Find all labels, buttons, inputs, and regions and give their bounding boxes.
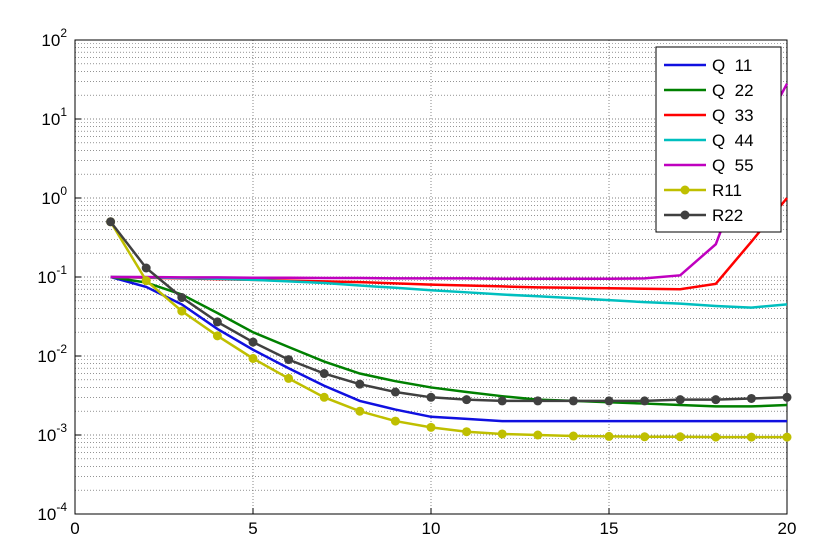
marker (462, 427, 472, 437)
marker (533, 430, 543, 440)
axes-box (74, 39, 788, 515)
x-tick-label: 10 (422, 519, 441, 538)
x-tick-label: 20 (778, 519, 797, 538)
marker (604, 431, 614, 441)
marker (390, 416, 400, 426)
marker (497, 396, 507, 406)
base: 10 (37, 268, 56, 287)
marker (640, 432, 650, 442)
series-line (110, 275, 787, 423)
marker (106, 217, 116, 227)
marker (319, 369, 329, 379)
marker (355, 406, 365, 416)
marker (212, 331, 222, 341)
marker (141, 276, 151, 286)
marker (675, 395, 685, 405)
y-tick-label: 10-1 (37, 263, 67, 287)
marker (782, 432, 792, 442)
marker (675, 432, 685, 442)
marker (746, 393, 756, 403)
marker (284, 373, 294, 383)
marker (711, 395, 721, 405)
marker (248, 353, 258, 363)
base: 10 (37, 347, 56, 366)
exponent: 1 (60, 105, 67, 119)
exponent: -3 (56, 421, 67, 435)
marker (746, 432, 756, 442)
y-tick-label: 101 (41, 105, 67, 129)
base: 10 (41, 31, 60, 50)
marker (497, 429, 507, 439)
marker (568, 431, 578, 441)
marker (177, 306, 187, 316)
legend-marker (680, 185, 690, 195)
exponent: 2 (60, 26, 67, 40)
x-tick-label: 0 (70, 519, 79, 538)
series-line (109, 221, 787, 439)
y-tick-label: 10-2 (37, 342, 67, 366)
legend-label: R22 (712, 206, 743, 225)
legend-label: Q 22 (712, 81, 754, 100)
y-tick-label: 10-4 (37, 500, 67, 524)
legend-label: R11 (712, 181, 742, 200)
series-line (110, 275, 788, 309)
series-line (110, 275, 788, 408)
legend-marker (680, 210, 690, 220)
marker (426, 422, 436, 432)
base: 10 (37, 505, 56, 524)
legend-label: Q 11 (712, 56, 752, 75)
marker (640, 396, 650, 406)
legend-label: Q 33 (712, 106, 754, 125)
marker (533, 396, 543, 406)
exponent: -4 (56, 500, 67, 514)
marker (782, 392, 792, 402)
base: 10 (41, 189, 60, 208)
marker (711, 432, 721, 442)
y-tick-label: 102 (41, 26, 67, 50)
marker (212, 317, 222, 327)
series-line (110, 83, 789, 281)
marker (604, 396, 614, 406)
base: 10 (37, 426, 56, 445)
marker (462, 395, 472, 405)
marker (426, 392, 436, 402)
x-tick-label: 5 (248, 519, 257, 538)
exponent: -1 (56, 263, 67, 277)
exponent: -2 (56, 342, 67, 356)
marker (177, 293, 187, 303)
marker (319, 392, 329, 402)
marker (248, 337, 258, 347)
legend-label: Q 44 (712, 131, 754, 150)
marker (141, 263, 151, 273)
y-tick-label: 10-3 (37, 421, 67, 445)
x-tick-label: 15 (600, 519, 619, 538)
y-tick-label: 100 (41, 184, 67, 208)
legend-label: Q 55 (712, 156, 754, 175)
base: 10 (41, 110, 60, 129)
marker (284, 355, 294, 365)
marker (390, 387, 400, 397)
marker (568, 396, 578, 406)
marker (355, 379, 365, 389)
exponent: 0 (60, 184, 67, 198)
series-line (109, 221, 788, 403)
